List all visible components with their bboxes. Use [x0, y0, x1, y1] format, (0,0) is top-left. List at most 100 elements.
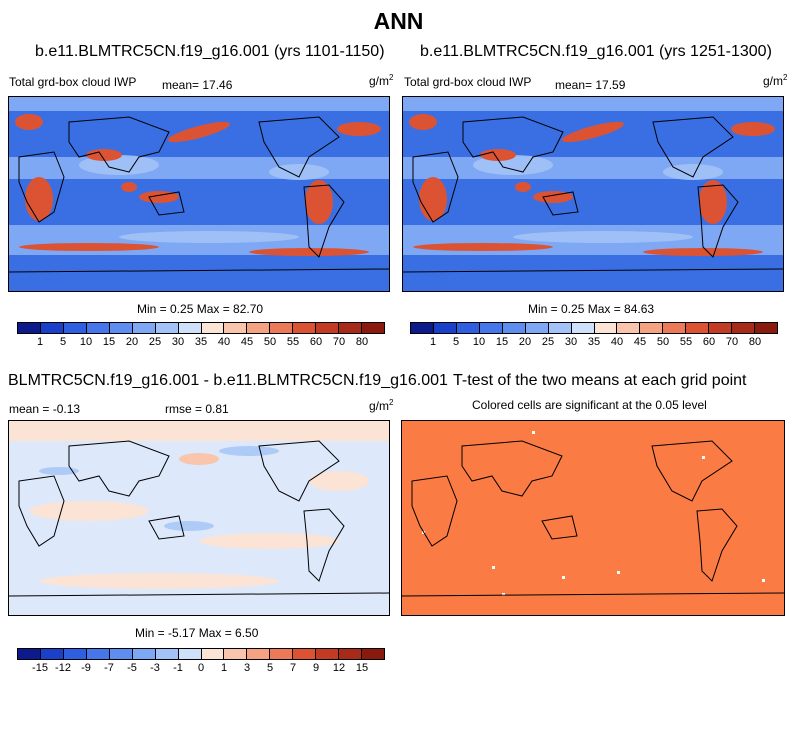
colorbar-swatch: [339, 323, 363, 333]
panel3-unit: g/m2: [369, 398, 394, 413]
panel3-title: BLMTRC5CN.f19_g16.001 - b.e11.BLMTRC5CN.…: [8, 372, 448, 389]
colorbar-tick-label: 45: [240, 336, 254, 348]
colorbar-tick-label: 45: [633, 336, 647, 348]
panel2-unit: g/m2: [763, 73, 788, 88]
colorbar-swatch: [479, 323, 503, 333]
colorbar-swatch: [525, 323, 549, 333]
colorbar-tick-label: -3: [150, 662, 160, 674]
colorbar-swatch: [86, 649, 110, 659]
colorbar-tick-label: 15: [495, 336, 509, 348]
colorbar-tick-label: 0: [197, 662, 205, 674]
colorbar-swatch: [362, 323, 384, 333]
colorbar-swatch: [201, 323, 225, 333]
colorbar-tick-label: 5: [266, 662, 274, 674]
colorbar-tick-label: 1: [36, 336, 44, 348]
colorbar-swatch: [109, 323, 133, 333]
colorbar-swatch: [732, 323, 756, 333]
colorbar-swatch: [594, 323, 618, 333]
colorbar-tick-label: 1: [220, 662, 228, 674]
panel4-title: T-test of the two means at each grid poi…: [453, 372, 747, 389]
panel1-colorbar: [17, 322, 385, 334]
colorbar-swatch: [456, 323, 480, 333]
panel4-map-svg: [402, 421, 784, 615]
colorbar-swatch: [224, 649, 248, 659]
figure-title: ANN: [373, 8, 424, 34]
colorbar-swatch: [270, 649, 294, 659]
panel3-colorbar: [17, 648, 385, 660]
colorbar-tick-label: 5: [59, 336, 67, 348]
colorbar-swatch: [155, 649, 179, 659]
colorbar-tick-label: 10: [79, 336, 93, 348]
colorbar-swatch: [663, 323, 687, 333]
colorbar-swatch: [18, 323, 41, 333]
colorbar-tick-label: 25: [541, 336, 555, 348]
panel1-colorbar-ticks: 1 5 10 15 20 25 30 35 40 45 50 55 60 70 80: [17, 336, 385, 350]
colorbar-swatch: [316, 323, 340, 333]
colorbar-tick-label: 3: [243, 662, 251, 674]
colorbar-tick-label: 30: [171, 336, 185, 348]
colorbar-tick-label: 10: [472, 336, 486, 348]
colorbar-tick-label: 9: [312, 662, 320, 674]
colorbar-tick-label: 20: [518, 336, 532, 348]
colorbar-tick-label: 40: [610, 336, 624, 348]
colorbar-swatch: [339, 649, 363, 659]
panel3-colorbar-ticks: -15 -12 -9 -7 -5 -3 -1 0 1 3 5 7 9 12 15: [17, 662, 385, 676]
panel1-variable-label: Total grd-box cloud IWP: [9, 75, 137, 89]
colorbar-tick-label: 35: [587, 336, 601, 348]
colorbar-swatch: [411, 323, 434, 333]
colorbar-tick-label: 15: [355, 662, 369, 674]
colorbar-tick-label: 12: [332, 662, 346, 674]
colorbar-tick-label: -12: [55, 662, 71, 674]
colorbar-swatch: [132, 323, 156, 333]
colorbar-tick-label: 15: [102, 336, 116, 348]
panel1-map-svg: [9, 97, 389, 291]
colorbar-tick-label: 55: [679, 336, 693, 348]
colorbar-swatch: [270, 323, 294, 333]
colorbar-swatch: [247, 323, 271, 333]
panel2-colorbar: [410, 322, 778, 334]
panel2-map: [402, 96, 784, 292]
colorbar-tick-label: 50: [656, 336, 670, 348]
colorbar-swatch: [86, 323, 110, 333]
colorbar-swatch: [571, 323, 595, 333]
panel1-mean: mean= 17.46: [162, 78, 233, 92]
panel1-map: [8, 96, 390, 292]
colorbar-swatch: [155, 323, 179, 333]
colorbar-swatch: [178, 649, 202, 659]
colorbar-swatch: [686, 323, 710, 333]
colorbar-swatch: [548, 323, 572, 333]
colorbar-swatch: [40, 323, 64, 333]
colorbar-swatch: [109, 649, 133, 659]
panel4-subtitle: Colored cells are significant at the 0.0…: [472, 398, 707, 412]
colorbar-tick-label: -5: [127, 662, 137, 674]
colorbar-swatch: [40, 649, 64, 659]
colorbar-swatch: [18, 649, 41, 659]
colorbar-tick-label: 80: [748, 336, 762, 348]
panel3-rmse: rmse = 0.81: [165, 402, 229, 416]
colorbar-tick-label: 70: [332, 336, 346, 348]
colorbar-swatch: [709, 323, 733, 333]
colorbar-swatch: [201, 649, 225, 659]
colorbar-tick-label: 80: [355, 336, 369, 348]
colorbar-tick-label: 7: [289, 662, 297, 674]
colorbar-swatch: [316, 649, 340, 659]
colorbar-swatch: [63, 323, 87, 333]
colorbar-swatch: [617, 323, 641, 333]
panel1-unit: g/m2: [369, 73, 394, 88]
colorbar-tick-label: 1: [429, 336, 437, 348]
panel2-map-svg: [403, 97, 783, 291]
colorbar-swatch: [433, 323, 457, 333]
colorbar-swatch: [640, 323, 664, 333]
colorbar-swatch: [247, 649, 271, 659]
colorbar-tick-label: 55: [286, 336, 300, 348]
colorbar-tick-label: 25: [148, 336, 162, 348]
colorbar-swatch: [362, 649, 384, 659]
colorbar-swatch: [502, 323, 526, 333]
panel3-mean: mean = -0.13: [9, 402, 81, 416]
panel1-title: b.e11.BLMTRC5CN.f19_g16.001 (yrs 1101-11…: [35, 43, 385, 60]
panel1-stats: Min = 0.25 Max = 82.70: [137, 302, 264, 316]
colorbar-tick-label: -1: [173, 662, 183, 674]
colorbar-tick-label: 50: [263, 336, 277, 348]
colorbar-swatch: [132, 649, 156, 659]
panel3-stats: Min = -5.17 Max = 6.50: [135, 626, 259, 640]
